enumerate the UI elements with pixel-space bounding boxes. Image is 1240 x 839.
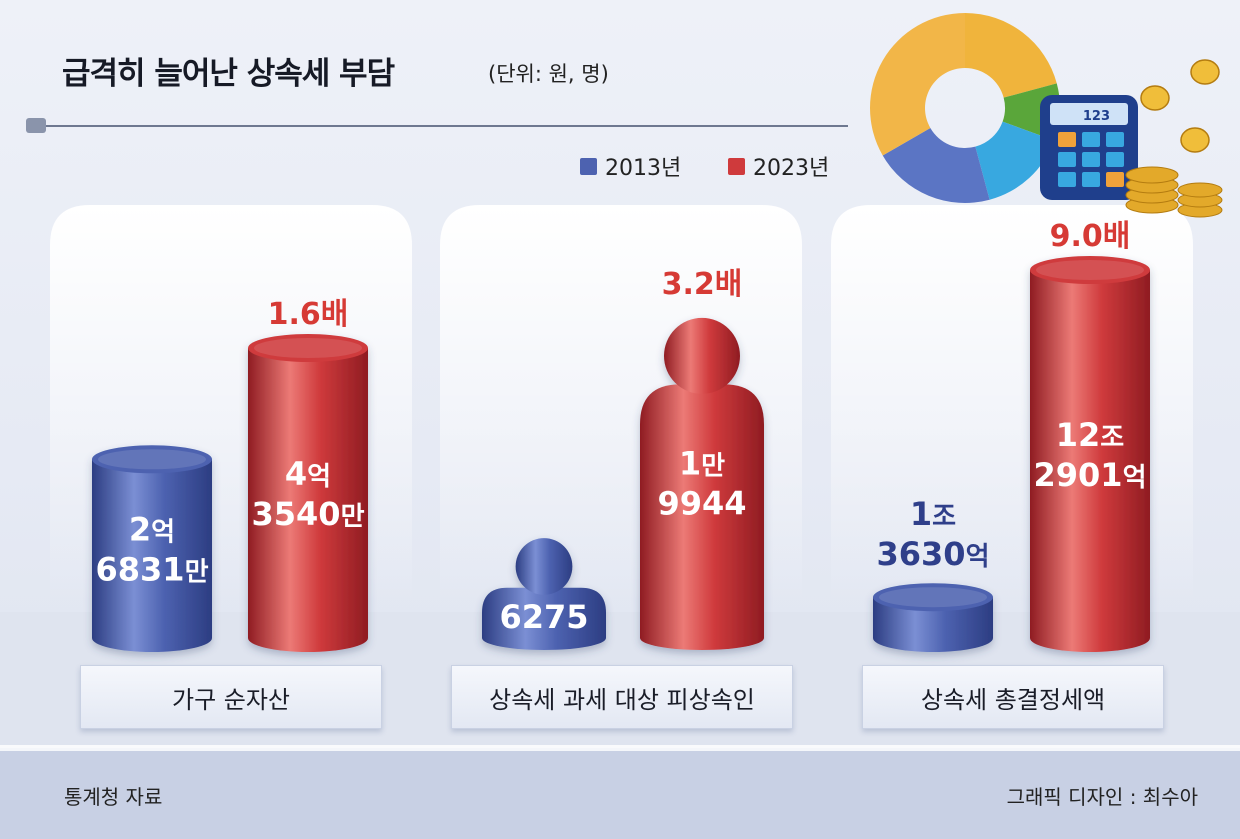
title-rule-cap [26, 118, 46, 133]
multiplier-label-3: 9.0배 [1050, 219, 1131, 254]
donut-chart-illustration [870, 13, 1060, 203]
value-label-2-0: 6275 [499, 598, 588, 636]
bar-3-2023 [1030, 256, 1150, 652]
floor-edge [0, 745, 1240, 751]
value-label-1-0: 2억 6831만 [96, 511, 209, 589]
legend-label-2023: 2023년 [753, 156, 830, 181]
value-label-3-1: 12조 2901억 [1034, 416, 1147, 494]
coin [1177, 182, 1223, 198]
page-title: 급격히 늘어난 상속세 부담 [62, 56, 395, 92]
legend-swatch-2013 [580, 157, 597, 175]
legend-item-2013: 2013년 [580, 150, 681, 182]
unit-note: (단위: 원, 명) [488, 62, 609, 86]
coin [1125, 166, 1179, 184]
bar-1-2013 [92, 445, 212, 652]
calculator-key [1082, 132, 1100, 147]
value-label-3-0: 1조 3630억 [877, 495, 990, 573]
credit-note: 그래픽 디자인 : 최수아 [1006, 785, 1198, 809]
coin-stack-icon [1125, 59, 1223, 218]
calculator-key [1058, 132, 1076, 147]
bar-top-highlight [98, 449, 206, 470]
calculator-key [1106, 172, 1124, 187]
calculator-key [1058, 172, 1076, 187]
category-label-household-assets: 가구 순자산 [80, 665, 382, 729]
source-note: 통계청 자료 [64, 785, 163, 809]
bar-2-2023 [640, 317, 764, 650]
bar-body [1030, 270, 1150, 652]
value-label-2-1: 1만 9944 [657, 444, 746, 522]
bar-1-2023 [248, 334, 368, 652]
multiplier-label-1: 1.6배 [268, 297, 349, 332]
bar-body [92, 459, 212, 652]
value-label-1-1: 4억 3540만 [252, 455, 365, 533]
calculator-screen [1050, 103, 1128, 125]
bar-body [873, 597, 993, 652]
bar-body [640, 384, 764, 650]
bar-2-2013 [482, 538, 606, 650]
calculator-screen-text: 123 [1083, 109, 1110, 124]
donut-segment [975, 121, 1055, 200]
donut-segment [965, 13, 1057, 98]
calculator-key [1082, 152, 1100, 167]
donut-segment [870, 13, 965, 156]
category-label-decedents: 상속세 과세 대상 피상속인 [451, 665, 793, 729]
bar-body [482, 587, 606, 650]
calculator-key [1082, 172, 1100, 187]
bar-body [248, 348, 368, 652]
calculator-key [1058, 152, 1076, 167]
legend-item-2023: 2023년 [728, 150, 829, 182]
bar-top-highlight [254, 338, 362, 358]
calculator-icon: 123 [1040, 95, 1138, 200]
bar-3-2013 [873, 583, 993, 652]
calculator-key [1106, 132, 1124, 147]
legend-label-2013: 2013년 [605, 156, 682, 181]
bar-top-highlight [879, 587, 987, 608]
coin [1180, 127, 1210, 153]
multiplier-label-2: 3.2배 [662, 267, 743, 302]
coin [1140, 85, 1170, 111]
legend-swatch-2023 [728, 157, 745, 175]
bar-top-highlight [1036, 260, 1144, 280]
category-label-total-tax: 상속세 총결정세액 [862, 665, 1164, 729]
calculator-key [1106, 152, 1124, 167]
bar-head [515, 538, 573, 595]
bar-head [664, 317, 740, 394]
coin [1190, 59, 1220, 85]
donut-segment [882, 128, 990, 203]
